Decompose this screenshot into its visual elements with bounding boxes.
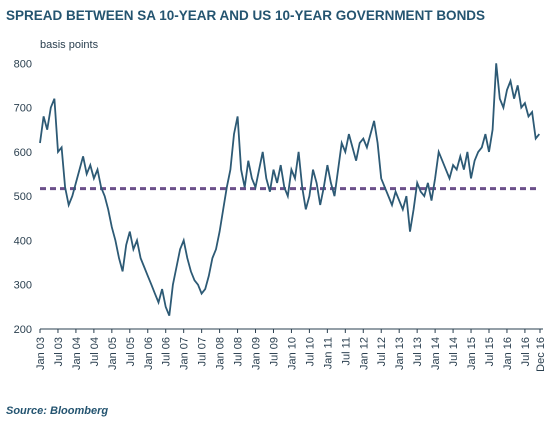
- x-tick-label: Jan 07: [179, 337, 191, 370]
- chart-title: SPREAD BETWEEN SA 10-YEAR AND US 10-YEAR…: [6, 8, 485, 23]
- x-tick-label: Jan 03: [35, 337, 47, 370]
- x-tick-label: Jan 12: [358, 337, 370, 370]
- x-tick-label: Jan 15: [466, 337, 478, 370]
- x-tick-label: Jan 06: [143, 337, 155, 370]
- y-tick-label: 300: [14, 280, 32, 292]
- x-tick-label: Jul 14: [448, 337, 460, 366]
- x-tick-label: Jul 09: [268, 337, 280, 366]
- y-tick-label: 500: [14, 191, 32, 203]
- x-tick-label: Jul 07: [197, 337, 209, 366]
- x-tick-label: Jan 11: [322, 337, 334, 369]
- x-tick-label: Jul 10: [304, 337, 316, 366]
- x-tick-label: Jul 13: [412, 337, 424, 366]
- x-tick-label: Jul 05: [125, 337, 137, 366]
- source: Source: Bloomberg: [6, 405, 108, 417]
- x-tick-label: Jan 14: [430, 337, 442, 370]
- y-tick-label: 600: [14, 147, 32, 159]
- x-tick-label: Jul 12: [376, 337, 388, 366]
- x-tick-label: Jul 03: [53, 337, 65, 366]
- x-tick-label: Jan 13: [394, 337, 406, 370]
- x-tick-label: Jul 08: [233, 337, 245, 366]
- x-tick-label: Dec 16: [535, 337, 547, 372]
- x-tick-label: Jan 10: [286, 337, 298, 370]
- x-tick-label: Jan 05: [107, 337, 119, 370]
- x-tick-label: Jan 09: [251, 337, 263, 370]
- y-axis-label: basis points: [40, 39, 99, 51]
- x-tick-label: Jul 15: [484, 337, 496, 366]
- y-tick-label: 400: [14, 235, 32, 247]
- x-tick-label: Jul 06: [161, 337, 173, 366]
- x-tick-label: Jul 11: [340, 337, 352, 366]
- x-tick-label: Jan 16: [502, 337, 514, 370]
- y-tick-label: 200: [14, 324, 32, 336]
- x-tick-label: Jan 08: [215, 337, 227, 370]
- y-tick-label: 800: [14, 58, 32, 70]
- y-tick-label: 700: [14, 103, 32, 115]
- line: [39, 63, 541, 317]
- x-tick-label: Jan 04: [71, 337, 83, 370]
- x-tick-label: Jul 04: [89, 337, 101, 366]
- x-tick-label: Jul 16: [520, 337, 532, 366]
